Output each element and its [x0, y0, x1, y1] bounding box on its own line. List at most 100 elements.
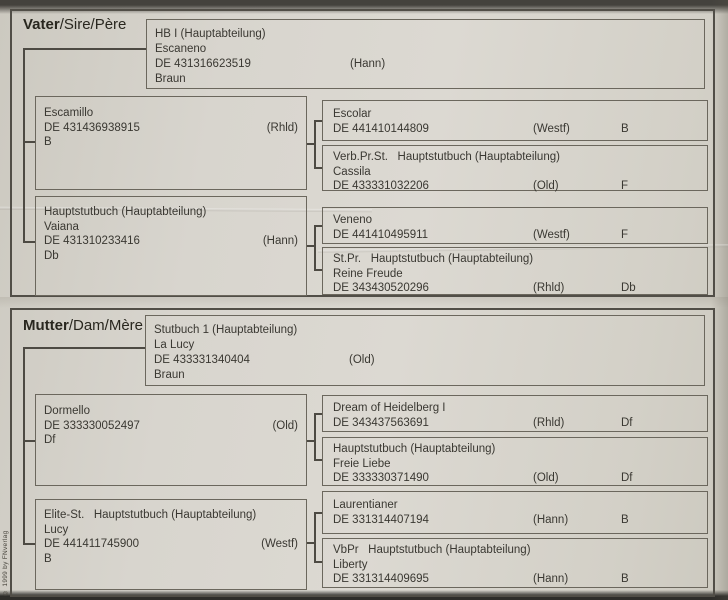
dam-sire-box: Dormello DE 333330052497 (Old) Df — [35, 394, 307, 486]
grade: Df — [621, 416, 633, 429]
studbook-title: VbPr Hauptstutbuch (Hauptabteilung) — [333, 544, 531, 556]
header-label-german: Mutter — [23, 317, 69, 334]
connector-line — [314, 413, 322, 415]
grade: B — [621, 122, 629, 135]
horse-name: Cassila — [333, 165, 371, 178]
sire-sire-dam-box: Verb.Pr.St. Hauptstutbuch (Hauptabteilun… — [322, 145, 708, 192]
horse-name: Lucy — [44, 523, 69, 536]
breed-region: (Westf) — [533, 228, 570, 241]
connector-line — [314, 269, 322, 271]
dam-dam-dam-box: VbPr Hauptstutbuch (Hauptabteilung) Libe… — [322, 538, 708, 588]
studbook-title: Stutbuch 1 (Hauptabteilung) — [154, 324, 298, 336]
paper-crease — [0, 297, 728, 308]
connector-line — [314, 413, 316, 461]
connector-line — [314, 167, 322, 169]
grade: Df — [621, 472, 633, 484]
connector-line — [314, 561, 322, 563]
publisher-copyright: © 1999 by FNverlag — [2, 530, 9, 596]
grade: B — [44, 552, 52, 565]
grade: B — [621, 573, 629, 585]
connector-line — [307, 245, 316, 247]
coat-color: Braun — [155, 73, 186, 85]
registration-number: DE 441410144809 — [333, 122, 429, 135]
header-label-translations: /Sire/Père — [59, 16, 127, 33]
paper-fold-shadow — [711, 0, 728, 600]
registration-number: DE 333330052497 — [44, 419, 140, 432]
sire-sire-box: Escamillo DE 431436938915 (Rhld) B — [35, 96, 307, 190]
registration-number: DE 343437563691 — [333, 416, 429, 429]
connector-line — [23, 241, 35, 243]
breed-region: (Hann) — [350, 58, 386, 70]
horse-name: Escamillo — [44, 107, 94, 119]
dam-sire-dam-box: Hauptstutbuch (Hauptabteilung) Freie Lie… — [322, 437, 708, 486]
registration-number: DE 441410495911 — [333, 228, 429, 241]
breed-region: (Westf) — [533, 122, 570, 135]
horse-name: Dormello — [44, 405, 91, 417]
sire-section-header: Vater/Sire/Père — [23, 16, 126, 33]
studbook-title: St.Pr. Hauptstutbuch (Hauptabteilung) — [333, 253, 534, 265]
connector-line — [307, 542, 316, 544]
connector-line — [23, 141, 35, 143]
registration-number: DE 333330371490 — [333, 472, 429, 484]
breed-region: (Old) — [349, 354, 375, 366]
connector-line — [314, 120, 322, 122]
registration-number: DE 331314409695 — [333, 573, 429, 585]
grade: F — [621, 228, 629, 241]
connector-line — [314, 459, 322, 461]
connector-line — [23, 48, 25, 243]
studbook-title: Verb.Pr.St. Hauptstutbuch (Hauptabteilun… — [333, 151, 560, 163]
grade: B — [621, 513, 629, 526]
horse-name: Escolar — [333, 108, 372, 120]
grade: Db — [44, 249, 59, 262]
breed-region: (Westf) — [261, 538, 298, 550]
connector-line — [314, 225, 322, 227]
studbook-title: HB I (Hauptabteilung) — [155, 28, 266, 40]
dam-box: Stutbuch 1 (Hauptabteilung) La Lucy DE 4… — [145, 315, 705, 386]
registration-number: DE 433331032206 — [333, 180, 429, 192]
horse-name: Reine Freude — [333, 267, 403, 280]
grade: Df — [44, 434, 56, 446]
breed-region: (Hann) — [262, 235, 298, 247]
dam-section: Mutter/Dam/Mère Stutbuch 1 (Hauptabteilu… — [10, 308, 715, 597]
studbook-title: Elite-St. Hauptstutbuch (Hauptabteilung) — [44, 509, 257, 521]
connector-line — [314, 120, 316, 169]
connector-line — [23, 440, 35, 442]
dam-dam-sire-box: Laurentianer DE 331314407194 (Hann) B — [322, 491, 708, 534]
horse-name: Veneno — [333, 214, 373, 226]
connector-line — [314, 512, 316, 563]
horse-name: Laurentianer — [333, 499, 398, 511]
connector-line — [314, 225, 316, 271]
connector-line — [307, 143, 316, 145]
dam-section-header: Mutter/Dam/Mère — [23, 317, 143, 334]
breed-region: (Hann) — [533, 513, 569, 526]
horse-name: Vaiana — [44, 220, 79, 233]
connector-line — [23, 543, 35, 545]
breed-region: (Old) — [533, 180, 559, 192]
horse-name: La Lucy — [154, 339, 195, 351]
connector-line — [23, 48, 146, 50]
sire-sire-sire-box: Escolar DE 441410144809 (Westf) B — [322, 100, 708, 141]
horse-name: Liberty — [333, 558, 368, 571]
breed-region: (Hann) — [533, 573, 569, 585]
breed-region: (Old) — [272, 419, 298, 432]
registration-number: DE 343430520296 — [333, 282, 429, 294]
connector-line — [23, 347, 145, 349]
horse-name: Escaneno — [155, 43, 207, 55]
breed-region: (Rhld) — [533, 416, 565, 429]
registration-number: DE 431316623519 — [155, 58, 251, 70]
dam-sire-sire-box: Dream of Heidelberg I DE 343437563691 (Rh… — [322, 395, 708, 432]
sire-dam-dam-box: St.Pr. Hauptstutbuch (Hauptabteilung) Re… — [322, 247, 708, 295]
breed-region: (Rhld) — [266, 121, 298, 134]
connector-line — [307, 440, 316, 442]
sire-dam-box: Hauptstutbuch (Hauptabteilung) Vaiana DE… — [35, 196, 307, 296]
studbook-title: Hauptstutbuch (Hauptabteilung) — [44, 206, 207, 218]
horse-name: Freie Liebe — [333, 457, 391, 470]
registration-number: DE 441411745900 — [44, 538, 140, 550]
horse-name: Dream of Heidelberg I — [333, 402, 446, 414]
dam-dam-box: Elite-St. Hauptstutbuch (Hauptabteilung)… — [35, 499, 307, 590]
grade: Db — [621, 282, 636, 294]
breed-region: (Rhld) — [533, 282, 565, 294]
grade: B — [44, 136, 52, 148]
header-label-translations: /Dam/Mère — [68, 317, 144, 334]
